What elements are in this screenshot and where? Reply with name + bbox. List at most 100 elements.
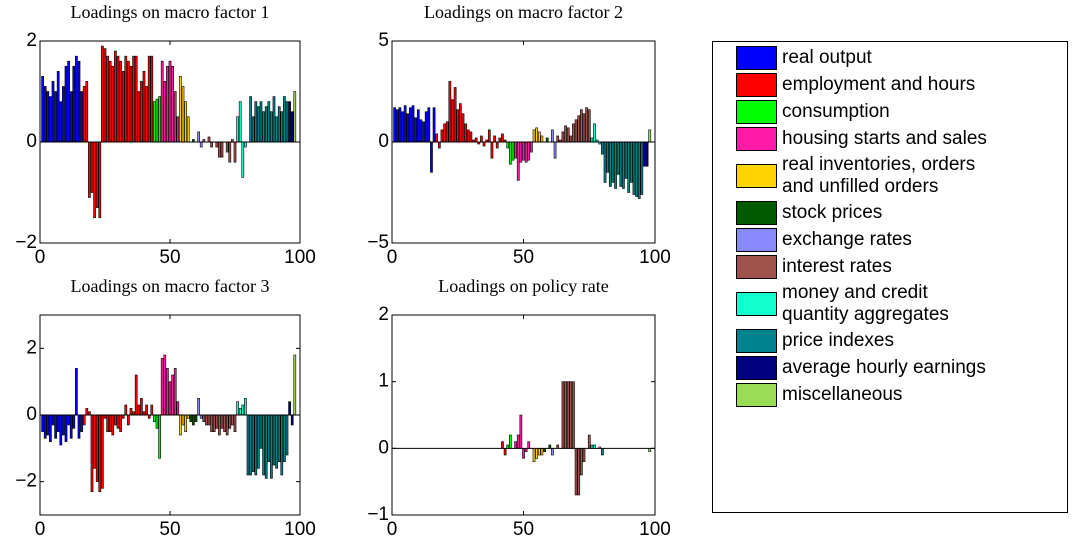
- bar: [168, 381, 172, 416]
- bar: [401, 111, 404, 143]
- bar: [233, 414, 237, 432]
- bar: [249, 414, 252, 476]
- bar: [155, 98, 159, 143]
- bar: [90, 141, 94, 193]
- bar: [430, 141, 433, 173]
- bar: [629, 141, 633, 183]
- bar: [147, 55, 151, 143]
- bar: [150, 55, 154, 143]
- bar: [62, 86, 65, 143]
- bar: [82, 86, 86, 143]
- bar: [212, 414, 216, 432]
- bar: [77, 414, 81, 439]
- bar: [90, 414, 94, 492]
- bar: [424, 111, 428, 143]
- legend-entry: miscellaneous: [736, 383, 1067, 407]
- bar: [648, 129, 652, 143]
- x-tick-label: 0: [35, 247, 46, 268]
- bar: [257, 414, 260, 469]
- bar: [49, 96, 52, 143]
- bar: [601, 141, 604, 155]
- bar: [416, 109, 420, 143]
- bar: [137, 404, 141, 416]
- bar: [171, 374, 174, 416]
- bar: [493, 135, 496, 143]
- bar: [259, 101, 263, 143]
- bar: [119, 60, 122, 143]
- bar: [171, 65, 174, 143]
- bar: [537, 448, 541, 456]
- bar: [619, 141, 623, 187]
- bar: [427, 107, 431, 143]
- bar: [637, 141, 641, 199]
- bar: [587, 434, 591, 449]
- y-tick-label: 0: [378, 437, 389, 458]
- bar: [155, 414, 159, 429]
- bar: [82, 414, 86, 426]
- bar: [236, 116, 239, 143]
- bar: [189, 414, 193, 422]
- legend-swatch: [736, 201, 777, 225]
- legend-swatch: [736, 73, 777, 97]
- bar: [503, 448, 507, 456]
- bar: [464, 123, 467, 143]
- bar: [440, 129, 444, 143]
- legend-label: price indexes: [782, 330, 894, 351]
- bar: [406, 113, 410, 143]
- bar: [270, 111, 273, 143]
- legend-swatch: [736, 100, 777, 124]
- bar: [158, 96, 161, 143]
- bar: [210, 141, 213, 148]
- legend-swatch: [736, 255, 777, 279]
- bar: [197, 398, 200, 416]
- bar: [564, 381, 567, 449]
- x-tick-label: 100: [284, 519, 316, 540]
- bar: [527, 141, 531, 161]
- bar: [69, 91, 73, 143]
- x-tick-label: 0: [35, 519, 46, 540]
- bar: [280, 111, 284, 143]
- bar: [111, 65, 115, 143]
- bar: [422, 121, 425, 143]
- bar: [267, 101, 271, 143]
- bar: [419, 119, 423, 143]
- bar: [163, 354, 167, 416]
- bar: [519, 141, 523, 163]
- bar: [236, 401, 239, 416]
- legend-label: employment and hours: [782, 74, 976, 95]
- bar: [93, 141, 96, 219]
- bar: [288, 401, 291, 416]
- legend-swatch: [736, 46, 777, 70]
- bar: [437, 141, 441, 149]
- bar: [202, 414, 206, 422]
- bar: [119, 414, 122, 432]
- y-tick-label: 0: [378, 131, 389, 152]
- bar: [264, 414, 268, 479]
- bar: [461, 113, 465, 143]
- bar: [290, 414, 294, 426]
- bar: [75, 368, 78, 416]
- chart-title: Loadings on macro factor 3: [71, 276, 270, 296]
- legend-label: real output: [782, 47, 872, 68]
- bar: [259, 414, 263, 449]
- bar: [275, 414, 278, 469]
- y-tick-label: −2: [15, 232, 37, 253]
- bar: [98, 141, 102, 219]
- bar: [537, 131, 541, 143]
- bar: [582, 113, 586, 143]
- bar: [257, 106, 260, 143]
- bar: [451, 99, 454, 143]
- bar: [640, 141, 644, 195]
- bar: [85, 81, 89, 143]
- bar: [205, 414, 208, 426]
- bar: [145, 86, 148, 143]
- bar: [469, 131, 473, 143]
- bar: [614, 141, 617, 189]
- bar: [553, 141, 557, 159]
- bar: [163, 81, 167, 143]
- legend-entry: real inventories, orders and unfilled or…: [736, 154, 1067, 198]
- bar: [179, 414, 182, 436]
- bar: [49, 414, 52, 442]
- bar: [514, 441, 517, 449]
